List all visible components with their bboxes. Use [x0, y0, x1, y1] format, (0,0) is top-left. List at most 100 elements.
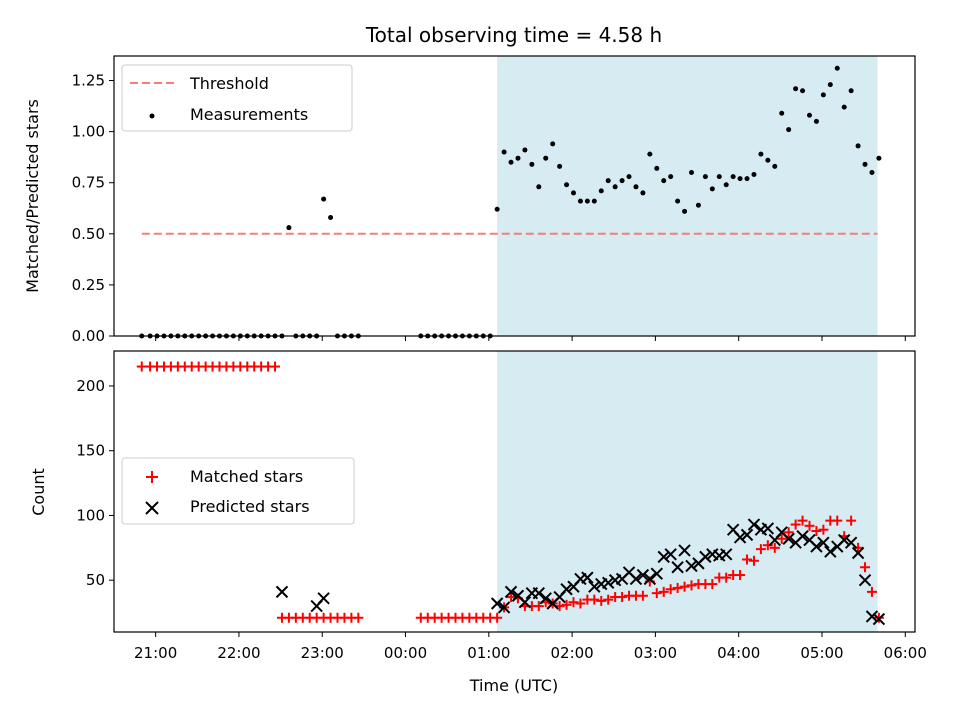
measurement-point: [286, 225, 292, 231]
predicted-star-point: [685, 559, 698, 573]
matched-star-point: [860, 562, 871, 573]
measurement-point: [522, 147, 528, 153]
matched-star-point: [353, 612, 364, 623]
matched-star-point: [811, 525, 822, 536]
top-axes-frame: [113, 55, 916, 337]
legend-matched-swatch: [146, 471, 158, 483]
matched-star-point: [790, 519, 801, 530]
matched-star-point: [637, 590, 648, 601]
measurement-point: [793, 86, 799, 92]
predicted-star-point: [588, 580, 601, 593]
legend-measurement-swatch: [149, 113, 155, 119]
measurement-point: [640, 190, 646, 196]
predicted-star-point: [497, 601, 511, 614]
matched-star-point: [735, 570, 746, 581]
predicted-star-point: [782, 532, 795, 545]
predicted-star-point: [865, 610, 879, 623]
predicted-star-point: [664, 548, 677, 561]
predicted-star-point: [317, 592, 330, 605]
predicted-star-point: [636, 568, 650, 582]
matched-star-point: [617, 592, 628, 603]
matched-star-point: [596, 595, 607, 606]
measurement-point: [550, 141, 556, 147]
top-y-tick-label: 0.75: [72, 174, 105, 192]
matched-star-point: [846, 515, 857, 526]
top-y-tick-label: 1.25: [72, 72, 105, 90]
predicted-star-point: [539, 592, 552, 605]
matched-star-point: [755, 544, 766, 555]
bottom-y-tick-label: 100: [76, 506, 105, 524]
predicted-star-point: [851, 546, 865, 560]
measurement-point: [806, 112, 812, 118]
bottom-x-axis-label: Time (UTC): [469, 676, 558, 695]
measurement-point: [515, 155, 521, 161]
matched-star-point: [762, 540, 773, 551]
predicted-star-point: [643, 572, 657, 586]
measurement-point: [661, 178, 667, 184]
matched-star-point: [707, 579, 718, 590]
chart-title: Total observing time = 4.58 h: [365, 23, 662, 47]
legend-matched-label: Matched stars: [190, 467, 303, 486]
measurement-point: [605, 178, 611, 184]
matched-star-point: [832, 515, 843, 526]
bottom-legend: Matched stars Predicted stars: [121, 457, 355, 525]
measurement-point: [570, 190, 576, 196]
measurement-point: [633, 184, 639, 190]
matched-star-point: [589, 594, 600, 605]
bottom-x-tick-label: 00:00: [384, 644, 427, 662]
bottom-y-ticks: 50 100 150 200: [76, 377, 114, 589]
top-y-tick-label: 0.25: [72, 276, 105, 294]
predicted-star-point: [657, 550, 670, 564]
measurement-point: [688, 169, 694, 175]
measurement-point: [772, 163, 778, 169]
measurement-point: [494, 206, 500, 212]
matched-star-point: [492, 612, 503, 623]
measurement-point: [501, 149, 507, 155]
measurement-point: [675, 198, 681, 204]
matched-star-points: [136, 361, 884, 623]
measurement-point: [841, 104, 847, 110]
predicted-star-point: [817, 536, 830, 549]
measurement-point: [647, 151, 653, 157]
measurement-point: [577, 198, 583, 204]
predicted-star-point: [719, 548, 733, 561]
matched-star-point: [679, 581, 690, 592]
measurement-point: [508, 159, 514, 165]
top-panel: 0.00 0.25 0.50 0.75 1.00 1.25 Matched/Predict…: [23, 55, 916, 345]
measurement-point: [744, 176, 750, 182]
measurement-point: [723, 182, 729, 188]
bottom-x-tick-label: 04:00: [717, 644, 760, 662]
measurement-point: [529, 161, 535, 167]
matched-star-point: [721, 572, 732, 583]
measurement-point: [827, 82, 833, 88]
measurement-point: [820, 92, 826, 98]
measurement-point: [779, 110, 785, 116]
legend-predicted-label: Predicted stars: [190, 497, 310, 516]
legend-predicted-swatch: [145, 501, 159, 515]
measurement-points: [139, 65, 882, 339]
measurement-point: [626, 174, 632, 180]
matched-star-point: [506, 592, 517, 603]
measurement-point: [758, 151, 764, 157]
predicted-star-point: [601, 576, 615, 589]
measurement-point: [598, 188, 604, 194]
predicted-star-point: [560, 583, 573, 596]
top-y-tick-label: 0.50: [72, 225, 105, 243]
measurement-point: [668, 174, 674, 180]
bottom-y-axis-label: Count: [29, 468, 48, 516]
measurement-point: [751, 172, 757, 178]
matched-star-point: [804, 520, 815, 531]
legend-measurement-label: Measurements: [190, 105, 308, 124]
measurement-point: [536, 184, 542, 190]
bottom-y-tick-label: 200: [76, 377, 105, 395]
predicted-star-point: [740, 528, 754, 542]
measurement-point: [591, 198, 597, 204]
measurement-point: [654, 165, 660, 171]
bottom-x-tick-label: 01:00: [467, 644, 510, 662]
predicted-star-point: [699, 550, 712, 564]
top-y-ticks: 0.00 0.25 0.50 0.75 1.00 1.25: [72, 72, 114, 345]
matched-star-point: [776, 533, 787, 544]
top-legend: Threshold Measurements: [121, 64, 353, 132]
bottom-shaded-region: [497, 351, 878, 632]
measurement-point: [855, 143, 861, 149]
